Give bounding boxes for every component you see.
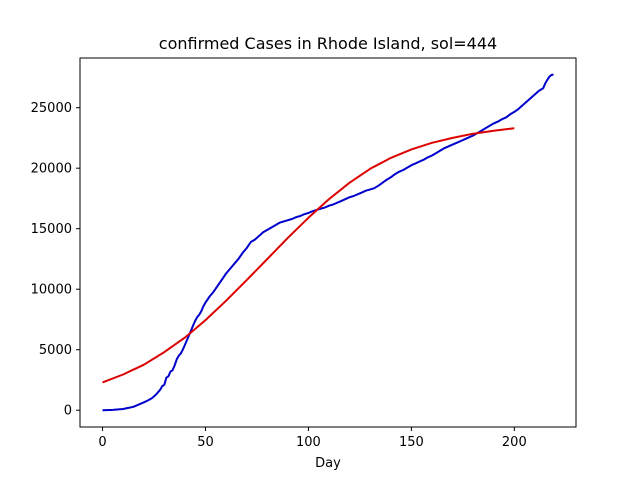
series-line-1 bbox=[102, 73, 554, 412]
y-tick-label: 25000 bbox=[31, 101, 72, 116]
x-tick-label: 150 bbox=[399, 435, 424, 450]
x-tick-label: 200 bbox=[502, 435, 527, 450]
plot-area: 0 50 100 150 200 0 5000 10000 15000 20000 25000 bbox=[31, 57, 577, 450]
x-axis-label: Day bbox=[315, 456, 341, 471]
y-tick-label: 10000 bbox=[31, 283, 72, 298]
axes-frame bbox=[79, 57, 577, 428]
x-tick-label: 0 bbox=[98, 435, 106, 450]
y-tick-label: 0 bbox=[64, 404, 72, 419]
y-tick-label: 5000 bbox=[39, 343, 72, 358]
x-tick-label: 100 bbox=[296, 435, 321, 450]
x-tick-label: 50 bbox=[197, 435, 214, 450]
chart-title: confirmed Cases in Rhode Island, sol=444 bbox=[159, 34, 497, 53]
series-line-2 bbox=[102, 127, 515, 384]
y-tick-label: 20000 bbox=[31, 162, 72, 177]
y-tick-label: 15000 bbox=[31, 222, 72, 237]
